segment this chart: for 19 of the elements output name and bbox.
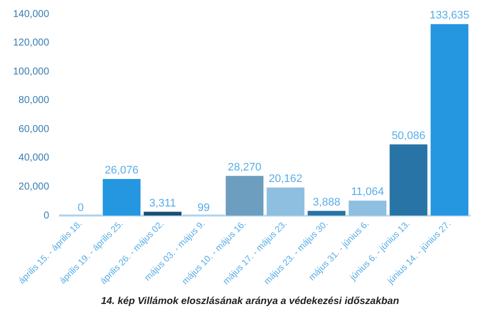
y-tick-label: 20,000 bbox=[18, 181, 50, 192]
y-tick-label: 0 bbox=[44, 210, 50, 222]
y-tick-label: 40,000 bbox=[18, 152, 50, 164]
data-label: 3,311 bbox=[149, 197, 176, 210]
data-label: 99 bbox=[197, 202, 210, 214]
y-tick-label: 60,000 bbox=[18, 124, 50, 135]
y-tick-label: 140,000 bbox=[12, 8, 50, 20]
data-label: 3,888 bbox=[312, 196, 340, 208]
data-label: 11,064 bbox=[351, 186, 384, 198]
data-label: 50,086 bbox=[392, 130, 426, 142]
data-label: 26,076 bbox=[104, 164, 138, 177]
y-tick-label: 100,000 bbox=[12, 66, 50, 78]
y-tick-label: 80,000 bbox=[18, 95, 50, 106]
data-label: 28,270 bbox=[228, 161, 262, 174]
data-label: 20,162 bbox=[268, 173, 302, 186]
y-tick-label: 120,000 bbox=[12, 38, 50, 49]
text: 14. kép Villámok eloszlásának aránya a védekezési időszakban bbox=[100, 296, 400, 307]
data-label: 0 bbox=[78, 202, 84, 214]
data-label: 133,635 bbox=[430, 10, 470, 22]
